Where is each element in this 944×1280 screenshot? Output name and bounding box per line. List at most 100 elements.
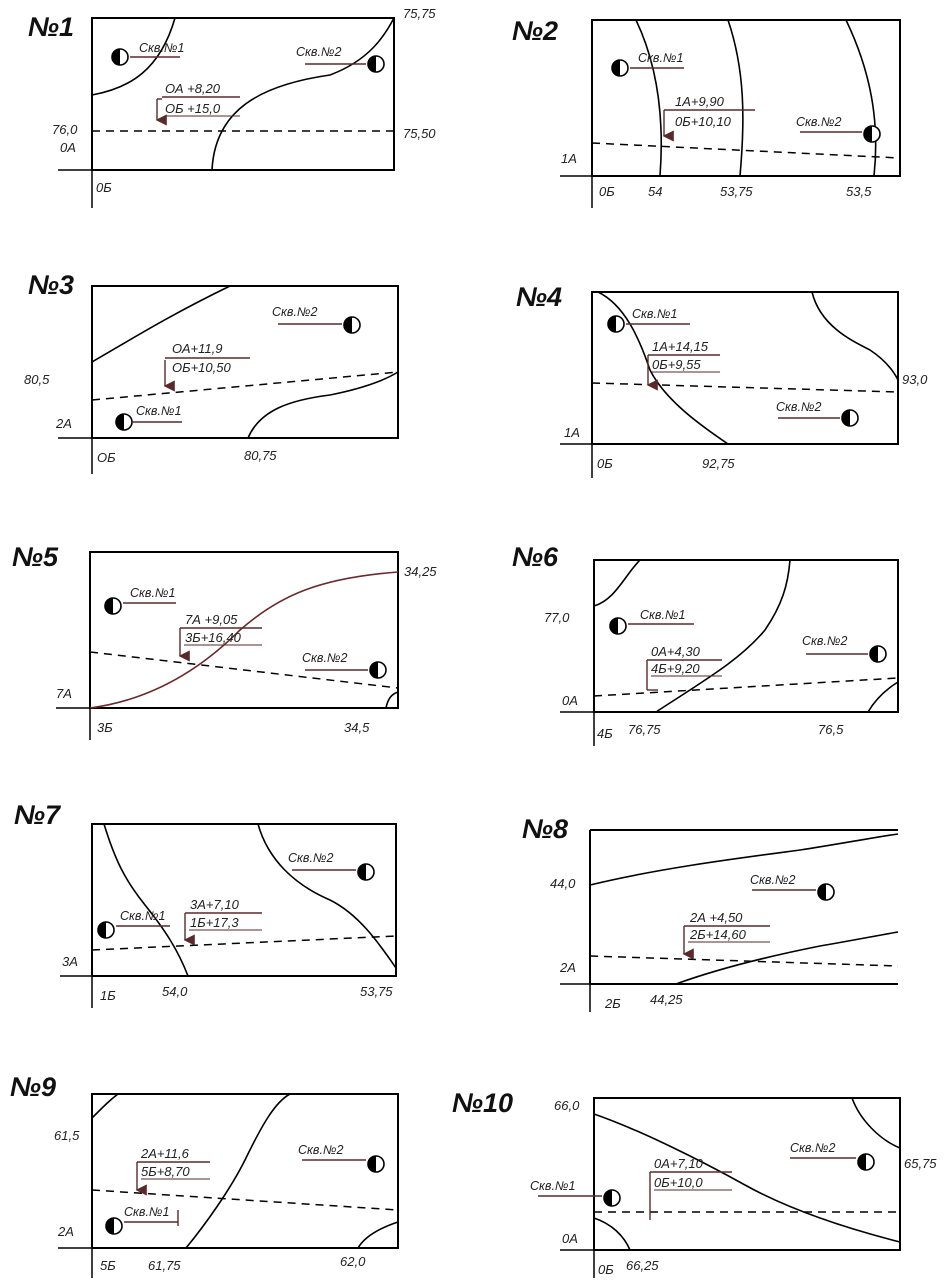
well-2-icon	[817, 883, 835, 901]
axis-a-label: 0А	[562, 693, 578, 708]
plan-frame	[593, 559, 899, 713]
panel-7: №7 Скв.№1 Скв.№2 3А+7,10 1Б+17,3 3А 1Б 5…	[14, 800, 397, 1008]
panel-title: №1	[28, 12, 74, 42]
section-line	[89, 651, 399, 689]
contour-line	[597, 291, 729, 445]
point-b-label: ОБ +15,0	[165, 101, 221, 116]
contour-label: 34,5	[344, 720, 370, 735]
point-b-label: ОБ+10,50	[172, 360, 231, 375]
axis-b-label: 2Б	[604, 996, 621, 1011]
well-1-icon	[603, 1189, 621, 1207]
well-2-label: Скв.№2	[272, 305, 317, 319]
well-2-label: Скв.№2	[796, 115, 841, 129]
well-1-icon	[111, 48, 129, 66]
contour-label: 53,75	[360, 984, 393, 999]
point-a-label: ОА +8,20	[165, 81, 221, 96]
well-1-label: Скв.№1	[139, 41, 184, 55]
panel-2: №2 Скв.№1 Скв.№2 1А+9,90 0Б+10,10 1А 0Б …	[512, 16, 901, 208]
point-b-label: 1Б+17,3	[190, 915, 239, 930]
well-2-icon	[367, 1155, 385, 1173]
well-1-icon	[607, 315, 625, 333]
well-2-icon	[357, 863, 375, 881]
contour-line	[89, 571, 399, 709]
panel-3: №3 Скв.№1 Скв.№2 ОА+11,9 ОБ+10,50 2А ОБ …	[24, 270, 399, 474]
contour-label: 44,25	[650, 992, 683, 1007]
section-line	[91, 1189, 399, 1211]
panel-8: №8 Скв.№2 2А +4,50 2Б+14,60 2А 2Б 44,0 4…	[522, 814, 899, 1012]
well-2-label: Скв.№2	[776, 400, 821, 414]
point-a-label: 0А+7,10	[654, 1156, 704, 1171]
contour-line	[593, 1113, 901, 1243]
contour-label: 61,5	[54, 1128, 80, 1143]
plan-frame	[591, 291, 899, 445]
axis-b-label: 5Б	[100, 1258, 116, 1273]
contour-line	[211, 17, 395, 171]
panel-5: №5 Скв.№1 Скв.№2 7А +9,05 3Б+16,40 7А 3Б…	[12, 542, 437, 740]
well-1-icon	[97, 921, 115, 939]
contour-label: 54,0	[162, 984, 188, 999]
point-a-label: 1А+14,15	[652, 339, 709, 354]
plan-frame	[89, 551, 399, 709]
well-1-label: Скв.№1	[640, 608, 685, 622]
point-b-label: 0Б+10,0	[654, 1175, 703, 1190]
contour-line	[247, 371, 399, 439]
contour-label: 62,0	[340, 1254, 366, 1269]
axis-b-label: 0Б	[598, 1262, 614, 1277]
point-b-label: 3Б+16,40	[185, 630, 242, 645]
contour-label: 75,75	[403, 6, 436, 21]
section-line	[91, 371, 399, 401]
well-2-label: Скв.№2	[790, 1141, 835, 1155]
section-line	[593, 677, 899, 697]
point-a-label: 7А +9,05	[185, 612, 238, 627]
contour-label: 92,75	[702, 456, 735, 471]
contour-line	[675, 931, 899, 985]
point-a-label: ОА+11,9	[172, 341, 222, 356]
well-2-icon	[841, 409, 859, 427]
contour-label: 76,5	[818, 722, 844, 737]
plan-frame	[91, 17, 395, 171]
well-2-icon	[863, 125, 881, 143]
plan-frame	[91, 1093, 399, 1249]
axis-b-label: ОБ	[97, 450, 116, 465]
point-a-label: 0А+4,30	[651, 644, 701, 659]
point-b-label: 5Б+8,70	[141, 1164, 190, 1179]
contour-label: 76,0	[52, 122, 78, 137]
contour-label: 65,75	[904, 1156, 937, 1171]
contour-label: 53,75	[720, 184, 753, 199]
well-2-icon	[343, 316, 361, 334]
well-2-icon	[367, 55, 385, 73]
section-line	[591, 382, 899, 393]
contour-line	[845, 19, 877, 177]
well-1-label: Скв.№1	[638, 51, 683, 65]
contour-label: 61,75	[148, 1258, 181, 1273]
axis-b-label: 3Б	[97, 720, 113, 735]
contour-line	[593, 1217, 631, 1251]
panel-title: №10	[452, 1088, 513, 1118]
contour-line	[91, 285, 231, 363]
plan-frame	[591, 19, 901, 177]
axis-a-label: 2А	[55, 416, 72, 431]
well-2-icon	[857, 1153, 875, 1171]
panel-title: №7	[14, 800, 62, 830]
contour-label: 93,0	[902, 372, 928, 387]
point-b-label: 0Б+9,55	[652, 357, 701, 372]
axis-a-label: 2А	[559, 960, 576, 975]
contour-line	[385, 691, 399, 709]
well-1-icon	[609, 617, 627, 635]
well-2-label: Скв.№2	[302, 651, 347, 665]
axis-a-label: 1А	[561, 151, 577, 166]
panel-title: №2	[512, 16, 558, 46]
axis-a-label: 0А	[562, 1231, 578, 1246]
contour-label: 66,25	[626, 1258, 659, 1273]
well-1-label: Скв.№1	[136, 404, 181, 418]
contour-line	[867, 681, 899, 713]
well-1-icon	[611, 59, 629, 77]
contour-line	[635, 19, 663, 177]
contour-line	[811, 291, 899, 381]
panel-title: №9	[10, 1072, 56, 1102]
contour-line	[593, 559, 641, 607]
contour-label: 44,0	[550, 876, 576, 891]
contour-label: 80,5	[24, 372, 50, 387]
contour-line	[103, 823, 189, 977]
